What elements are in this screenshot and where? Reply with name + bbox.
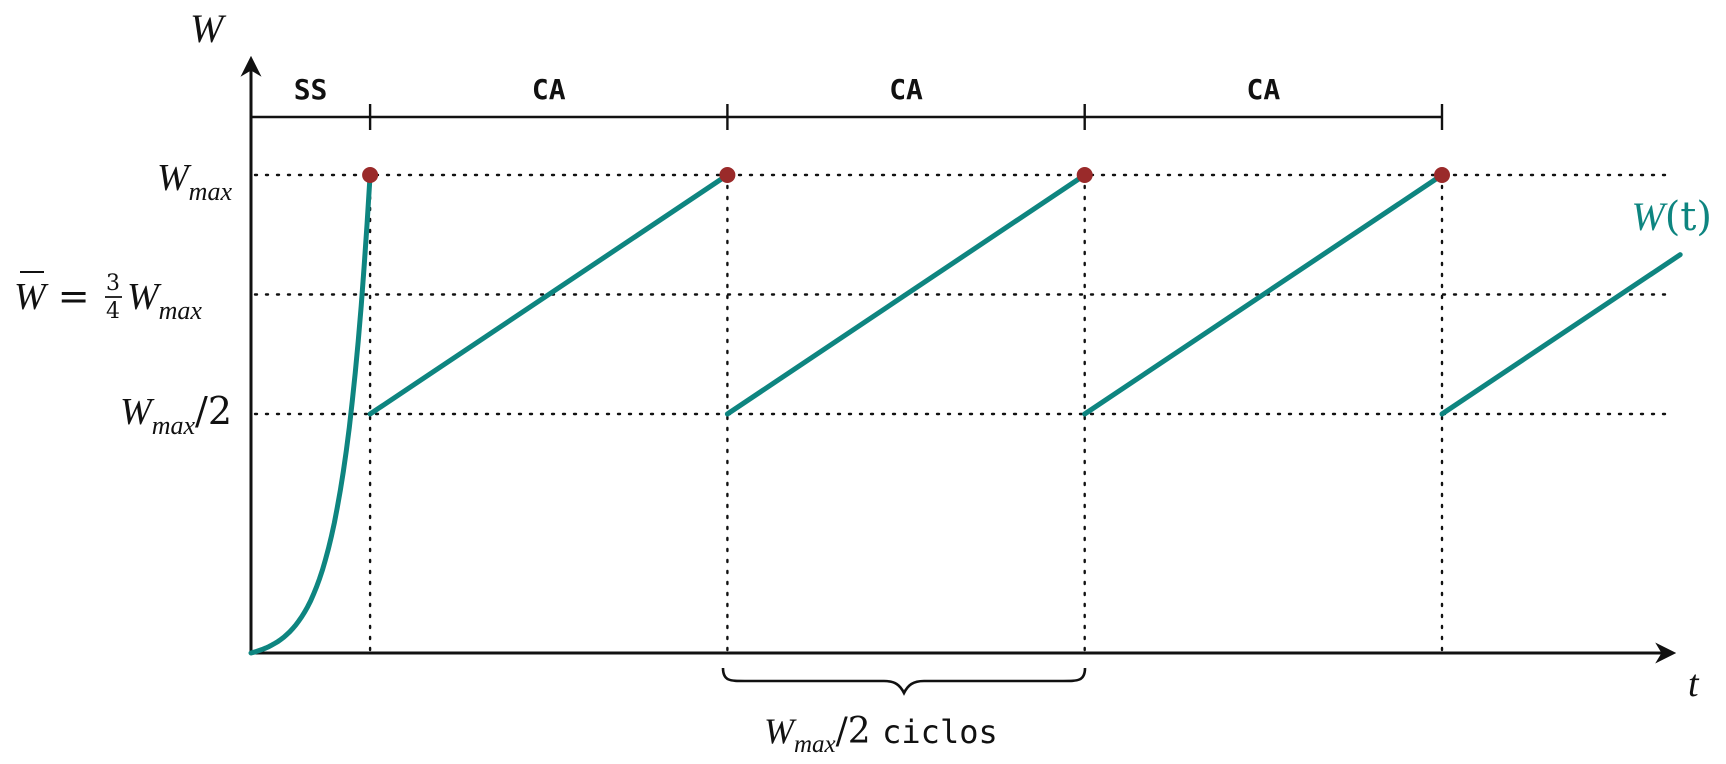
fraction-numerator: 3 (106, 271, 120, 296)
svg-text:W =: W = (14, 274, 90, 318)
loss-event-marker (1076, 167, 1093, 183)
window-curve (248, 172, 1683, 656)
window-segment-ca (367, 172, 730, 417)
window-segment-ca (1082, 172, 1445, 417)
loss-event-markers (362, 167, 1450, 183)
level-label-wbar: W = 3 4 Wmax (14, 271, 202, 325)
svg-text:Wmax: Wmax (127, 276, 202, 325)
phase-bar: SS CA CA CA (251, 73, 1444, 130)
brace-label: Wmax/2 ciclos (764, 711, 998, 758)
phase-label-ca: CA (1246, 73, 1280, 106)
loss-event-marker (1434, 167, 1450, 183)
level-label-wmax: Wmax (157, 157, 232, 206)
series-label: W(t) (1631, 194, 1712, 240)
phase-label-ca: CA (889, 73, 923, 106)
loss-event-marker (362, 167, 379, 183)
level-label-whalf: Wmax/2 (120, 389, 232, 440)
y-axis-label: W (190, 6, 227, 51)
window-segment-ca (724, 172, 1088, 417)
x-axis-label: t (1688, 663, 1700, 705)
phase-label-ca: CA (532, 73, 566, 106)
wbar-symbol: W (14, 276, 49, 318)
phase-label-ss: SS (294, 73, 328, 106)
fraction-denominator: 4 (106, 299, 120, 324)
cycle-brace (721, 667, 1087, 696)
window-segment-ca (1439, 252, 1683, 417)
guide-lines (253, 173, 1674, 655)
window-segment-ss (248, 172, 373, 656)
loss-event-marker (719, 167, 736, 183)
